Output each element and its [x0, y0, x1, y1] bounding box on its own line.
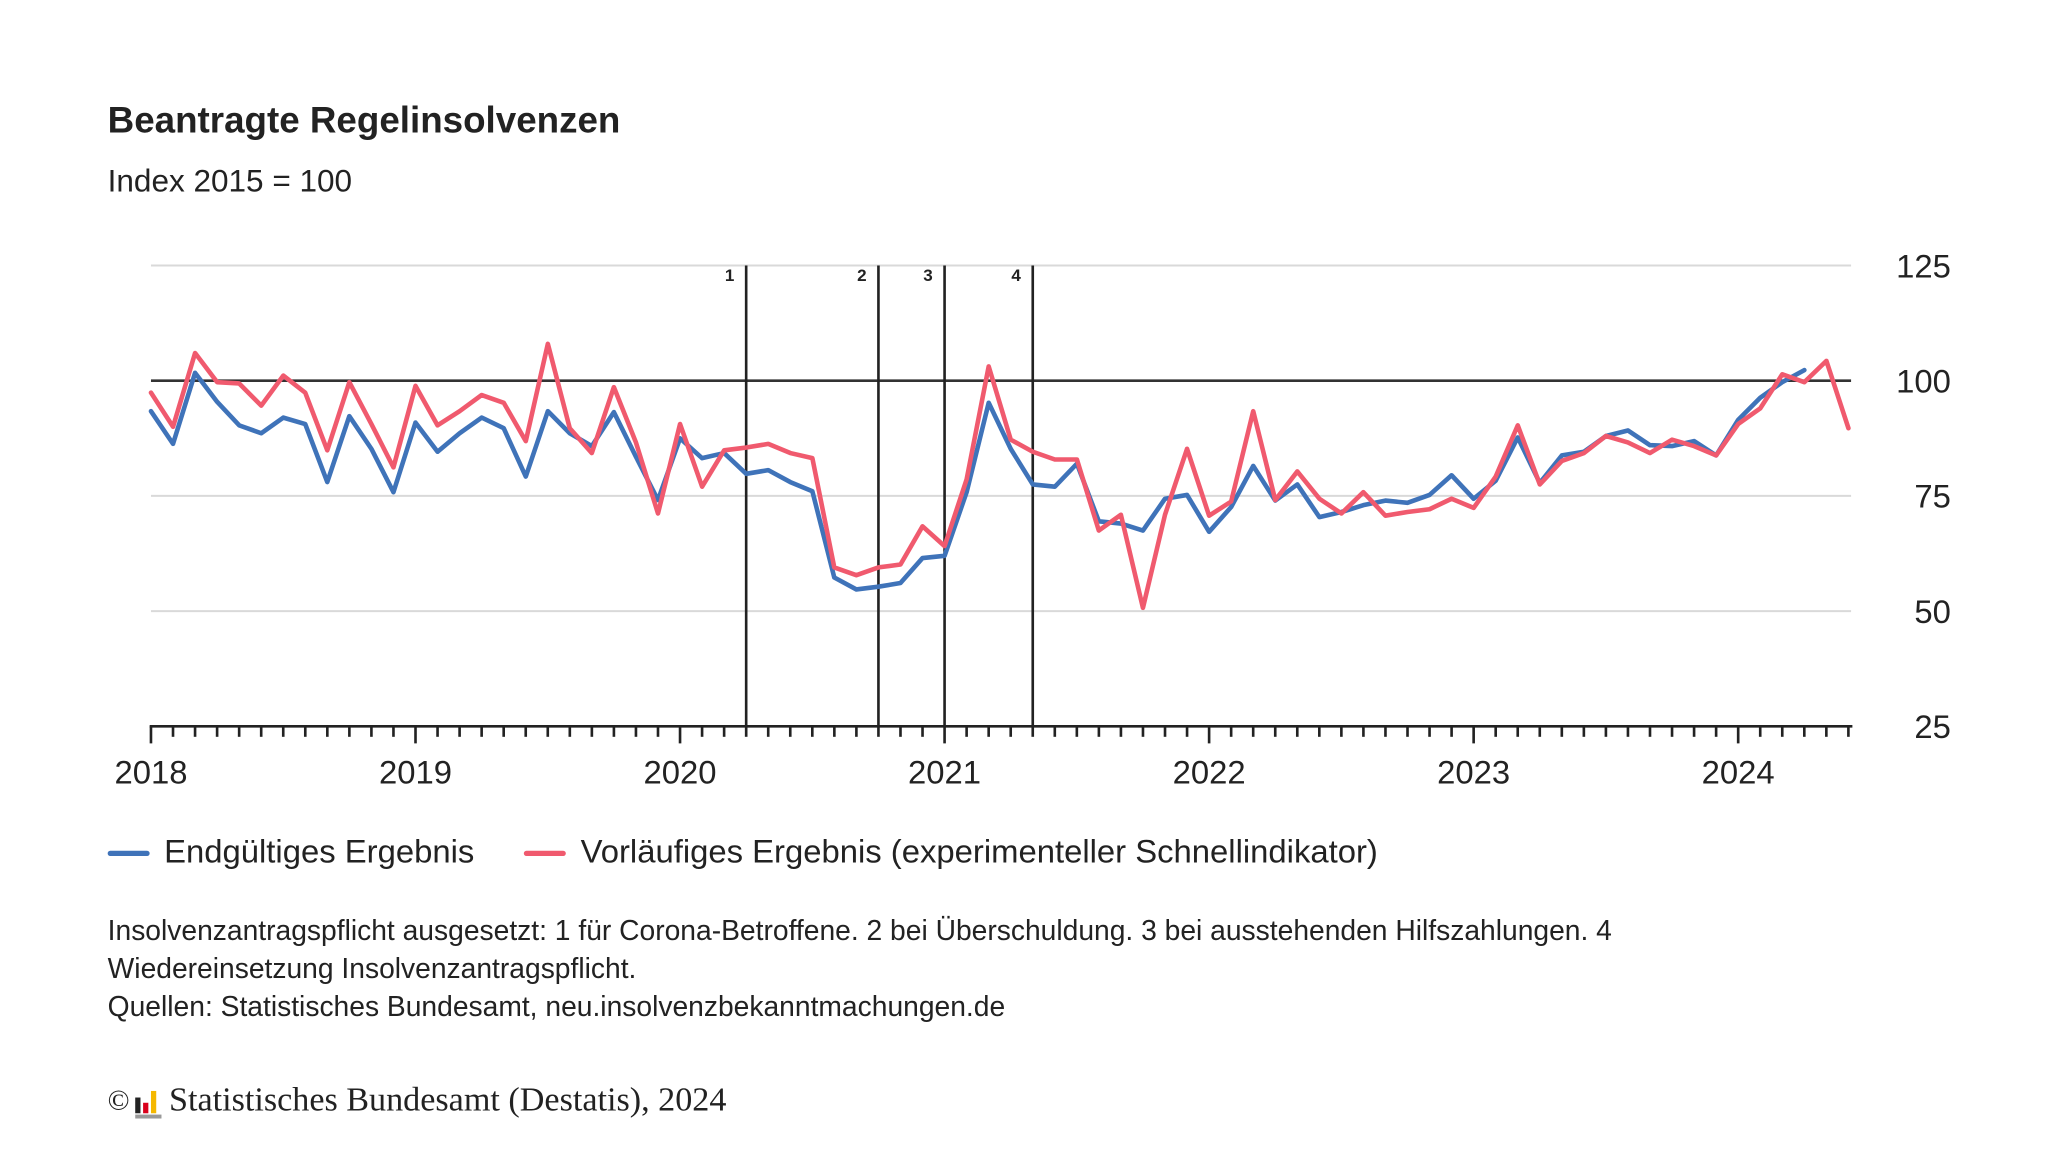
gridlines — [150, 264, 1852, 613]
chart-subtitle: Index 2015 = 100 — [107, 164, 353, 200]
annotation-lines: 1 2 3 4 — [725, 265, 1035, 727]
legend: Endgültiges Ergebnis Vorläufiges Ergebni… — [107, 833, 1428, 872]
destatis-logo-icon — [134, 1087, 162, 1119]
legend-swatch-preliminary — [524, 850, 567, 856]
copyright-symbol: © — [107, 1083, 130, 1116]
footnote-annotations: Insolvenzantragspflicht ausgesetzt: 1 fü… — [107, 915, 1612, 985]
x-tick-label: 2019 — [379, 754, 452, 791]
y-tick-label: 50 — [1914, 593, 1951, 630]
annotation-label-2: 2 — [857, 266, 866, 285]
y-tick-label: 25 — [1914, 708, 1951, 745]
x-tick-label: 2022 — [1173, 754, 1246, 791]
legend-swatch-final — [107, 850, 150, 856]
series-line-preliminary — [148, 341, 1851, 611]
x-tick-label: 2020 — [644, 754, 717, 791]
x-tick-label: 2024 — [1702, 754, 1775, 791]
x-tick-label: 2021 — [908, 754, 981, 791]
y-tick-label: 75 — [1914, 478, 1951, 515]
x-tick-label: 2023 — [1437, 754, 1510, 791]
legend-item-final[interactable]: Endgültiges Ergebnis — [107, 833, 475, 872]
series-line-final — [148, 367, 1807, 592]
legend-item-preliminary[interactable]: Vorläufiges Ergebnis (experimenteller Sc… — [524, 834, 1378, 872]
y-tick-label: 100 — [1896, 363, 1951, 400]
y-axis-labels: 125 100 75 50 25 — [1896, 247, 1951, 745]
copyright-text: Statistisches Bundesamt (Destatis), 2024 — [168, 1080, 727, 1119]
legend-label-preliminary: Vorläufiges Ergebnis (experimenteller Sc… — [580, 833, 1378, 871]
x-axis: 2018 2019 2020 2021 2022 2023 2024 — [114, 725, 1853, 791]
y-tick-label: 125 — [1896, 247, 1951, 284]
series-lines — [148, 341, 1851, 611]
annotation-label-4: 4 — [1011, 266, 1021, 285]
footnotes: Insolvenzantragspflicht ausgesetzt: 1 fü… — [108, 912, 1815, 1026]
copyright: © Statistisches Bundesamt (Destatis), 20… — [108, 1080, 727, 1119]
annotation-label-1: 1 — [725, 266, 734, 285]
x-tick-label: 2018 — [114, 754, 187, 791]
annotation-label-3: 3 — [923, 266, 932, 285]
line-chart: 1 2 3 4 2018 2019 2020 2021 2022 2023 2024 125 100… — [114, 247, 1951, 791]
legend-label-final: Endgültiges Ergebnis — [164, 833, 475, 871]
footnote-sources: Quellen: Statistisches Bundesamt, neu.in… — [107, 991, 1006, 1023]
chart-title: Beantragte Regelinsolvenzen — [107, 99, 621, 141]
